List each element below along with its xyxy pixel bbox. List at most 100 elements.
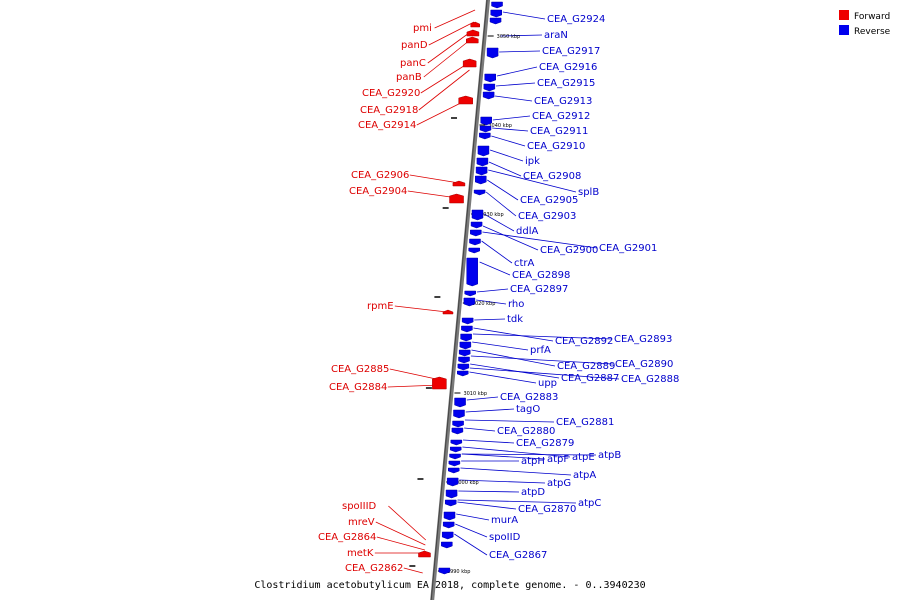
gene-label-cea-g2924: CEA_G2924 [547, 14, 605, 25]
label-connector [376, 536, 425, 551]
gene-label-cea-g2915: CEA_G2915 [537, 78, 595, 89]
label-connector [462, 446, 571, 458]
gene-label-splb: splB [578, 187, 599, 198]
label-connector [472, 341, 529, 351]
gene-label-ipk: ipk [525, 156, 540, 167]
reverse-gene-feature [445, 489, 458, 499]
forward-legend-label: Forward [854, 12, 890, 22]
reverse-gene-feature [490, 9, 502, 18]
gene-label-cea-g2862: CEA_G2862 [345, 563, 403, 574]
label-connector [407, 190, 458, 199]
reverse-swatch [839, 25, 849, 35]
gene-label-upp: upp [538, 378, 557, 389]
label-connector [455, 523, 488, 538]
label-connector [375, 521, 426, 546]
reverse-gene-feature [453, 409, 465, 419]
reverse-gene-feature [459, 341, 472, 350]
reverse-gene-feature [461, 325, 473, 333]
gene-label-cea-g2904: CEA_G2904 [349, 186, 407, 197]
gene-label-cea-g2914: CEA_G2914 [358, 120, 416, 131]
gene-label-atpc: atpC [578, 498, 601, 509]
label-connector [434, 9, 476, 29]
forward-gene-feature [458, 95, 473, 105]
label-connector [387, 384, 441, 388]
forward-gene-feature [452, 180, 466, 187]
gene-label-cea-g2900: CEA_G2900 [540, 245, 598, 256]
reverse-gene-feature [460, 333, 472, 342]
gene-label-atpb: atpB [598, 450, 621, 461]
gene-label-atpg: atpG [547, 478, 571, 489]
gene-label-spoiid: spoIID [489, 532, 521, 543]
label-connector [492, 115, 531, 121]
label-connector [495, 95, 533, 102]
gene-label-cea-g2880: CEA_G2880 [497, 426, 555, 437]
reverse-gene-feature [468, 247, 480, 254]
forward-gene-feature [418, 550, 431, 558]
reverse-gene-feature [477, 145, 490, 157]
reverse-gene-feature [457, 363, 470, 371]
reverse-gene-feature [461, 317, 474, 325]
reverse-legend-label: Reverse [854, 27, 891, 37]
gene-label-cea-g2897: CEA_G2897 [510, 284, 568, 295]
gene-features [418, 1, 503, 575]
tick-label: 3010 kbp [463, 391, 487, 397]
forward-gene-feature [449, 193, 464, 204]
label-connector [427, 29, 474, 64]
label-connector [483, 213, 515, 232]
gene-label-mura: murA [491, 515, 518, 526]
gene-label-atpa: atpA [573, 470, 596, 481]
label-connector [496, 66, 538, 77]
label-connector [461, 453, 546, 460]
reverse-gene-feature [483, 83, 496, 92]
reverse-gene-feature [448, 460, 461, 467]
gene-label-cea-g2898: CEA_G2898 [512, 270, 570, 281]
label-connector [481, 240, 513, 264]
gene-label-metk: metK [347, 548, 374, 559]
reverse-gene-feature [454, 397, 466, 408]
label-connector [459, 479, 546, 484]
gene-label-pand: panD [401, 40, 428, 51]
forward-swatch [839, 10, 849, 20]
gene-label-cea-g2884: CEA_G2884 [329, 382, 387, 393]
gene-label-cea-g2908: CEA_G2908 [523, 171, 581, 182]
label-connector [409, 174, 460, 184]
reverse-gene-feature [470, 221, 483, 229]
gene-label-aran: araN [544, 30, 568, 41]
reverse-gene-feature [458, 356, 470, 364]
label-connector [492, 127, 529, 132]
label-connector [461, 453, 597, 456]
gene-label-panb: panB [396, 72, 422, 83]
gene-label-cea-g2890: CEA_G2890 [615, 359, 673, 370]
label-connector [487, 179, 519, 201]
gene-label-mrev: mreV [348, 517, 375, 528]
label-connector [457, 499, 577, 504]
gene-label-cea-g2913: CEA_G2913 [534, 96, 592, 107]
gene-label-panc: panC [400, 58, 426, 69]
gene-label-tdk: tdk [507, 314, 523, 325]
label-connectors [374, 9, 620, 574]
label-connector [491, 135, 526, 147]
label-connector [457, 501, 517, 510]
forward-gene-feature [466, 36, 479, 44]
reverse-gene-feature [441, 531, 454, 540]
label-connector [464, 419, 555, 423]
gene-label-cea-g2889: CEA_G2889 [557, 361, 615, 372]
label-connector [495, 82, 536, 87]
reverse-gene-feature [447, 467, 460, 474]
label-connector [423, 37, 473, 78]
gene-label-cea-g2901: CEA_G2901 [599, 243, 657, 254]
gene-label-cea-g2881: CEA_G2881 [556, 417, 614, 428]
label-connector [476, 288, 509, 293]
reverse-gene-feature [442, 521, 455, 529]
label-connector [456, 513, 490, 521]
gene-label-atpf: atpF [547, 454, 569, 465]
gene-label-pmi: pmi [413, 23, 432, 34]
reverse-gene-feature [469, 238, 481, 246]
genome-caption: Clostridium acetobutylicum EA 2018, comp… [254, 580, 645, 591]
label-connector [482, 225, 539, 251]
gene-label-cea-g2867: CEA_G2867 [489, 550, 547, 561]
gene-label-cea-g2887: CEA_G2887 [561, 373, 619, 384]
label-connector [474, 318, 506, 321]
gene-label-cea-g2879: CEA_G2879 [516, 438, 574, 449]
